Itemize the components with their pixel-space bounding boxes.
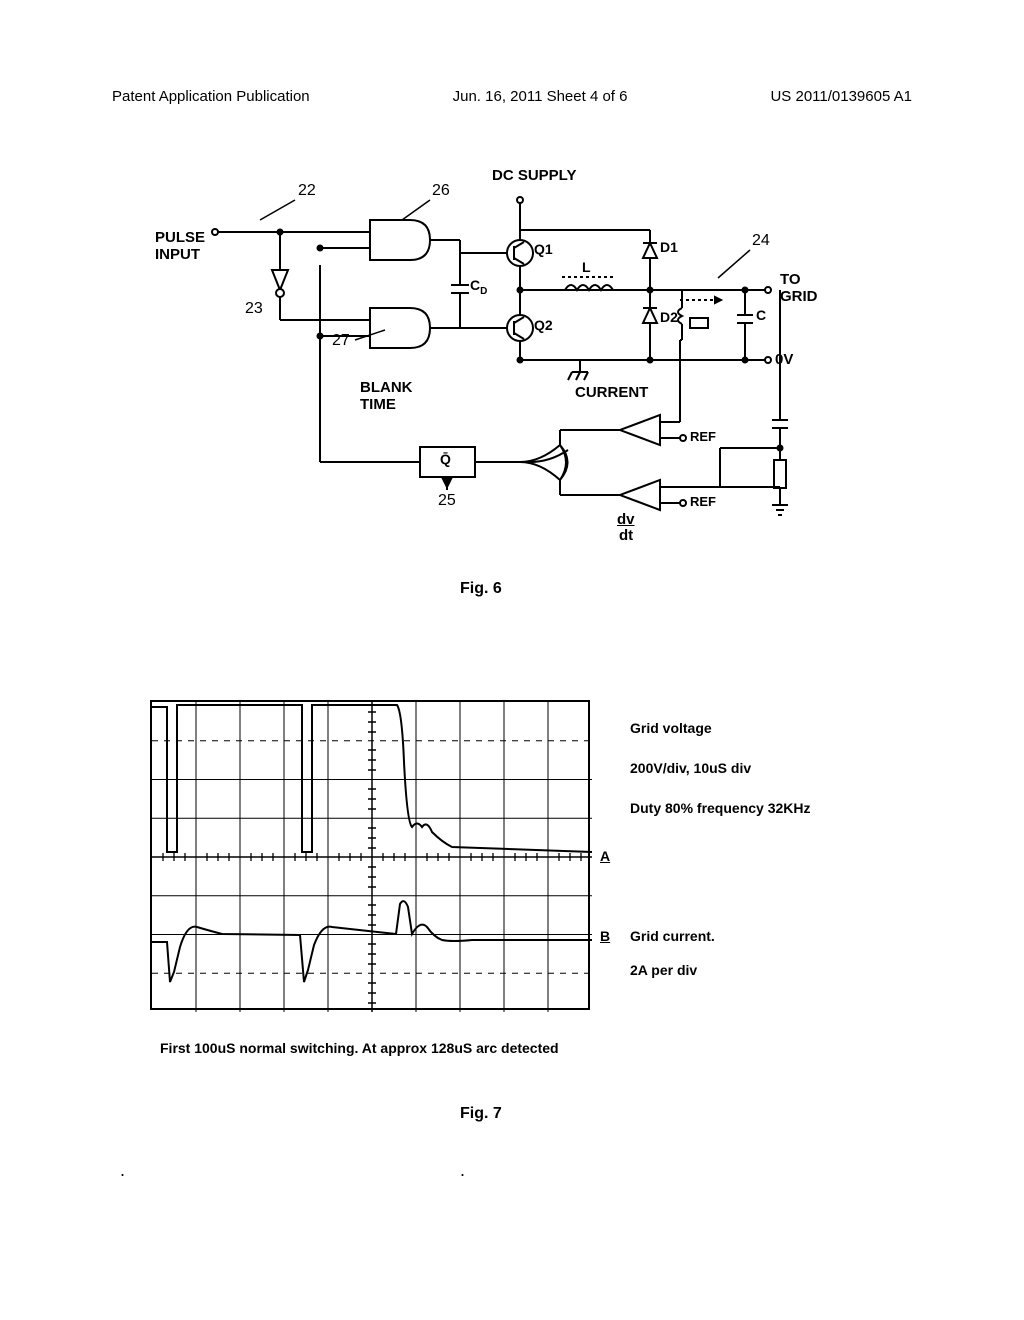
ref-27: 27 bbox=[332, 332, 350, 350]
current-label: CURRENT bbox=[575, 385, 648, 402]
scope-svg bbox=[152, 702, 592, 1012]
fig6-caption: Fig. 6 bbox=[460, 580, 502, 598]
scope-label-1: Grid voltage bbox=[630, 720, 712, 736]
header-mid: Jun. 16, 2011 Sheet 4 of 6 bbox=[453, 88, 628, 105]
marker-b: B bbox=[600, 928, 610, 944]
ref-22: 22 bbox=[298, 182, 316, 200]
to-grid-label: TO GRID bbox=[780, 272, 818, 305]
page-header: Patent Application Publication Jun. 16, … bbox=[0, 88, 1024, 105]
d1-label: D1 bbox=[660, 240, 678, 255]
pulse-input-label: PULSE INPUT bbox=[155, 230, 205, 263]
cd-label: CD bbox=[470, 278, 487, 297]
ref1-label: REF bbox=[690, 430, 716, 444]
scope-label-4: Grid current. bbox=[630, 928, 715, 944]
scope-label-5: 2A per div bbox=[630, 962, 697, 978]
q1-label: Q1 bbox=[534, 242, 553, 257]
oscilloscope-screen bbox=[150, 700, 590, 1010]
marker-a: A bbox=[600, 848, 610, 864]
d2-label: D2 bbox=[660, 310, 678, 325]
page: Patent Application Publication Jun. 16, … bbox=[0, 0, 1024, 1320]
header-left: Patent Application Publication bbox=[112, 88, 310, 105]
fig7-subtitle: First 100uS normal switching. At approx … bbox=[160, 1040, 559, 1056]
q2-label: Q2 bbox=[534, 318, 553, 333]
circuit-diagram bbox=[120, 160, 880, 570]
stray-dot-1: . bbox=[120, 1160, 125, 1181]
ref-24: 24 bbox=[752, 232, 770, 250]
ref-23: 23 bbox=[245, 300, 263, 318]
c-label: C bbox=[756, 308, 766, 323]
scope-label-2: 200V/div, 10uS div bbox=[630, 760, 751, 776]
figure-7: A B Grid voltage 200V/div, 10uS div Duty… bbox=[130, 700, 910, 1120]
stray-dot-2: . bbox=[460, 1160, 465, 1181]
dvdt-den: dt bbox=[619, 528, 633, 545]
header-right: US 2011/0139605 A1 bbox=[770, 88, 912, 105]
ref-26: 26 bbox=[432, 182, 450, 200]
ref-25: 25 bbox=[438, 492, 456, 510]
figure-6: DC SUPPLY PULSE INPUT TO GRID 0V BLANK T… bbox=[120, 160, 880, 570]
blank-time-label: BLANK TIME bbox=[360, 380, 413, 413]
ref2-label: REF bbox=[690, 495, 716, 509]
scope-label-3: Duty 80% frequency 32KHz bbox=[630, 800, 811, 816]
dc-supply-label: DC SUPPLY bbox=[492, 168, 576, 185]
fig7-caption: Fig. 7 bbox=[460, 1105, 502, 1123]
qbar-label: Q̄ bbox=[440, 452, 451, 467]
zero-v-label: 0V bbox=[775, 352, 793, 369]
l-label: L bbox=[582, 260, 591, 275]
